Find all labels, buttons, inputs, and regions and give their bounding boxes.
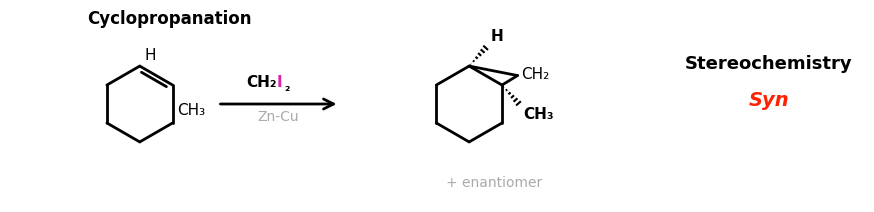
Text: CH₃: CH₃ [177, 103, 205, 118]
Text: Zn-Cu: Zn-Cu [258, 110, 299, 124]
Text: Cyclopropanation: Cyclopropanation [87, 10, 252, 28]
Text: Stereochemistry: Stereochemistry [685, 55, 852, 73]
Text: CH₃: CH₃ [523, 107, 553, 122]
Text: ₂: ₂ [285, 81, 290, 94]
Text: H: H [490, 29, 503, 44]
Text: CH₂: CH₂ [522, 67, 550, 82]
Text: I: I [276, 75, 282, 90]
Text: H: H [145, 48, 156, 63]
Text: + enantiomer: + enantiomer [446, 176, 542, 190]
Text: CH₂: CH₂ [246, 75, 276, 90]
Text: Syn: Syn [748, 91, 789, 110]
